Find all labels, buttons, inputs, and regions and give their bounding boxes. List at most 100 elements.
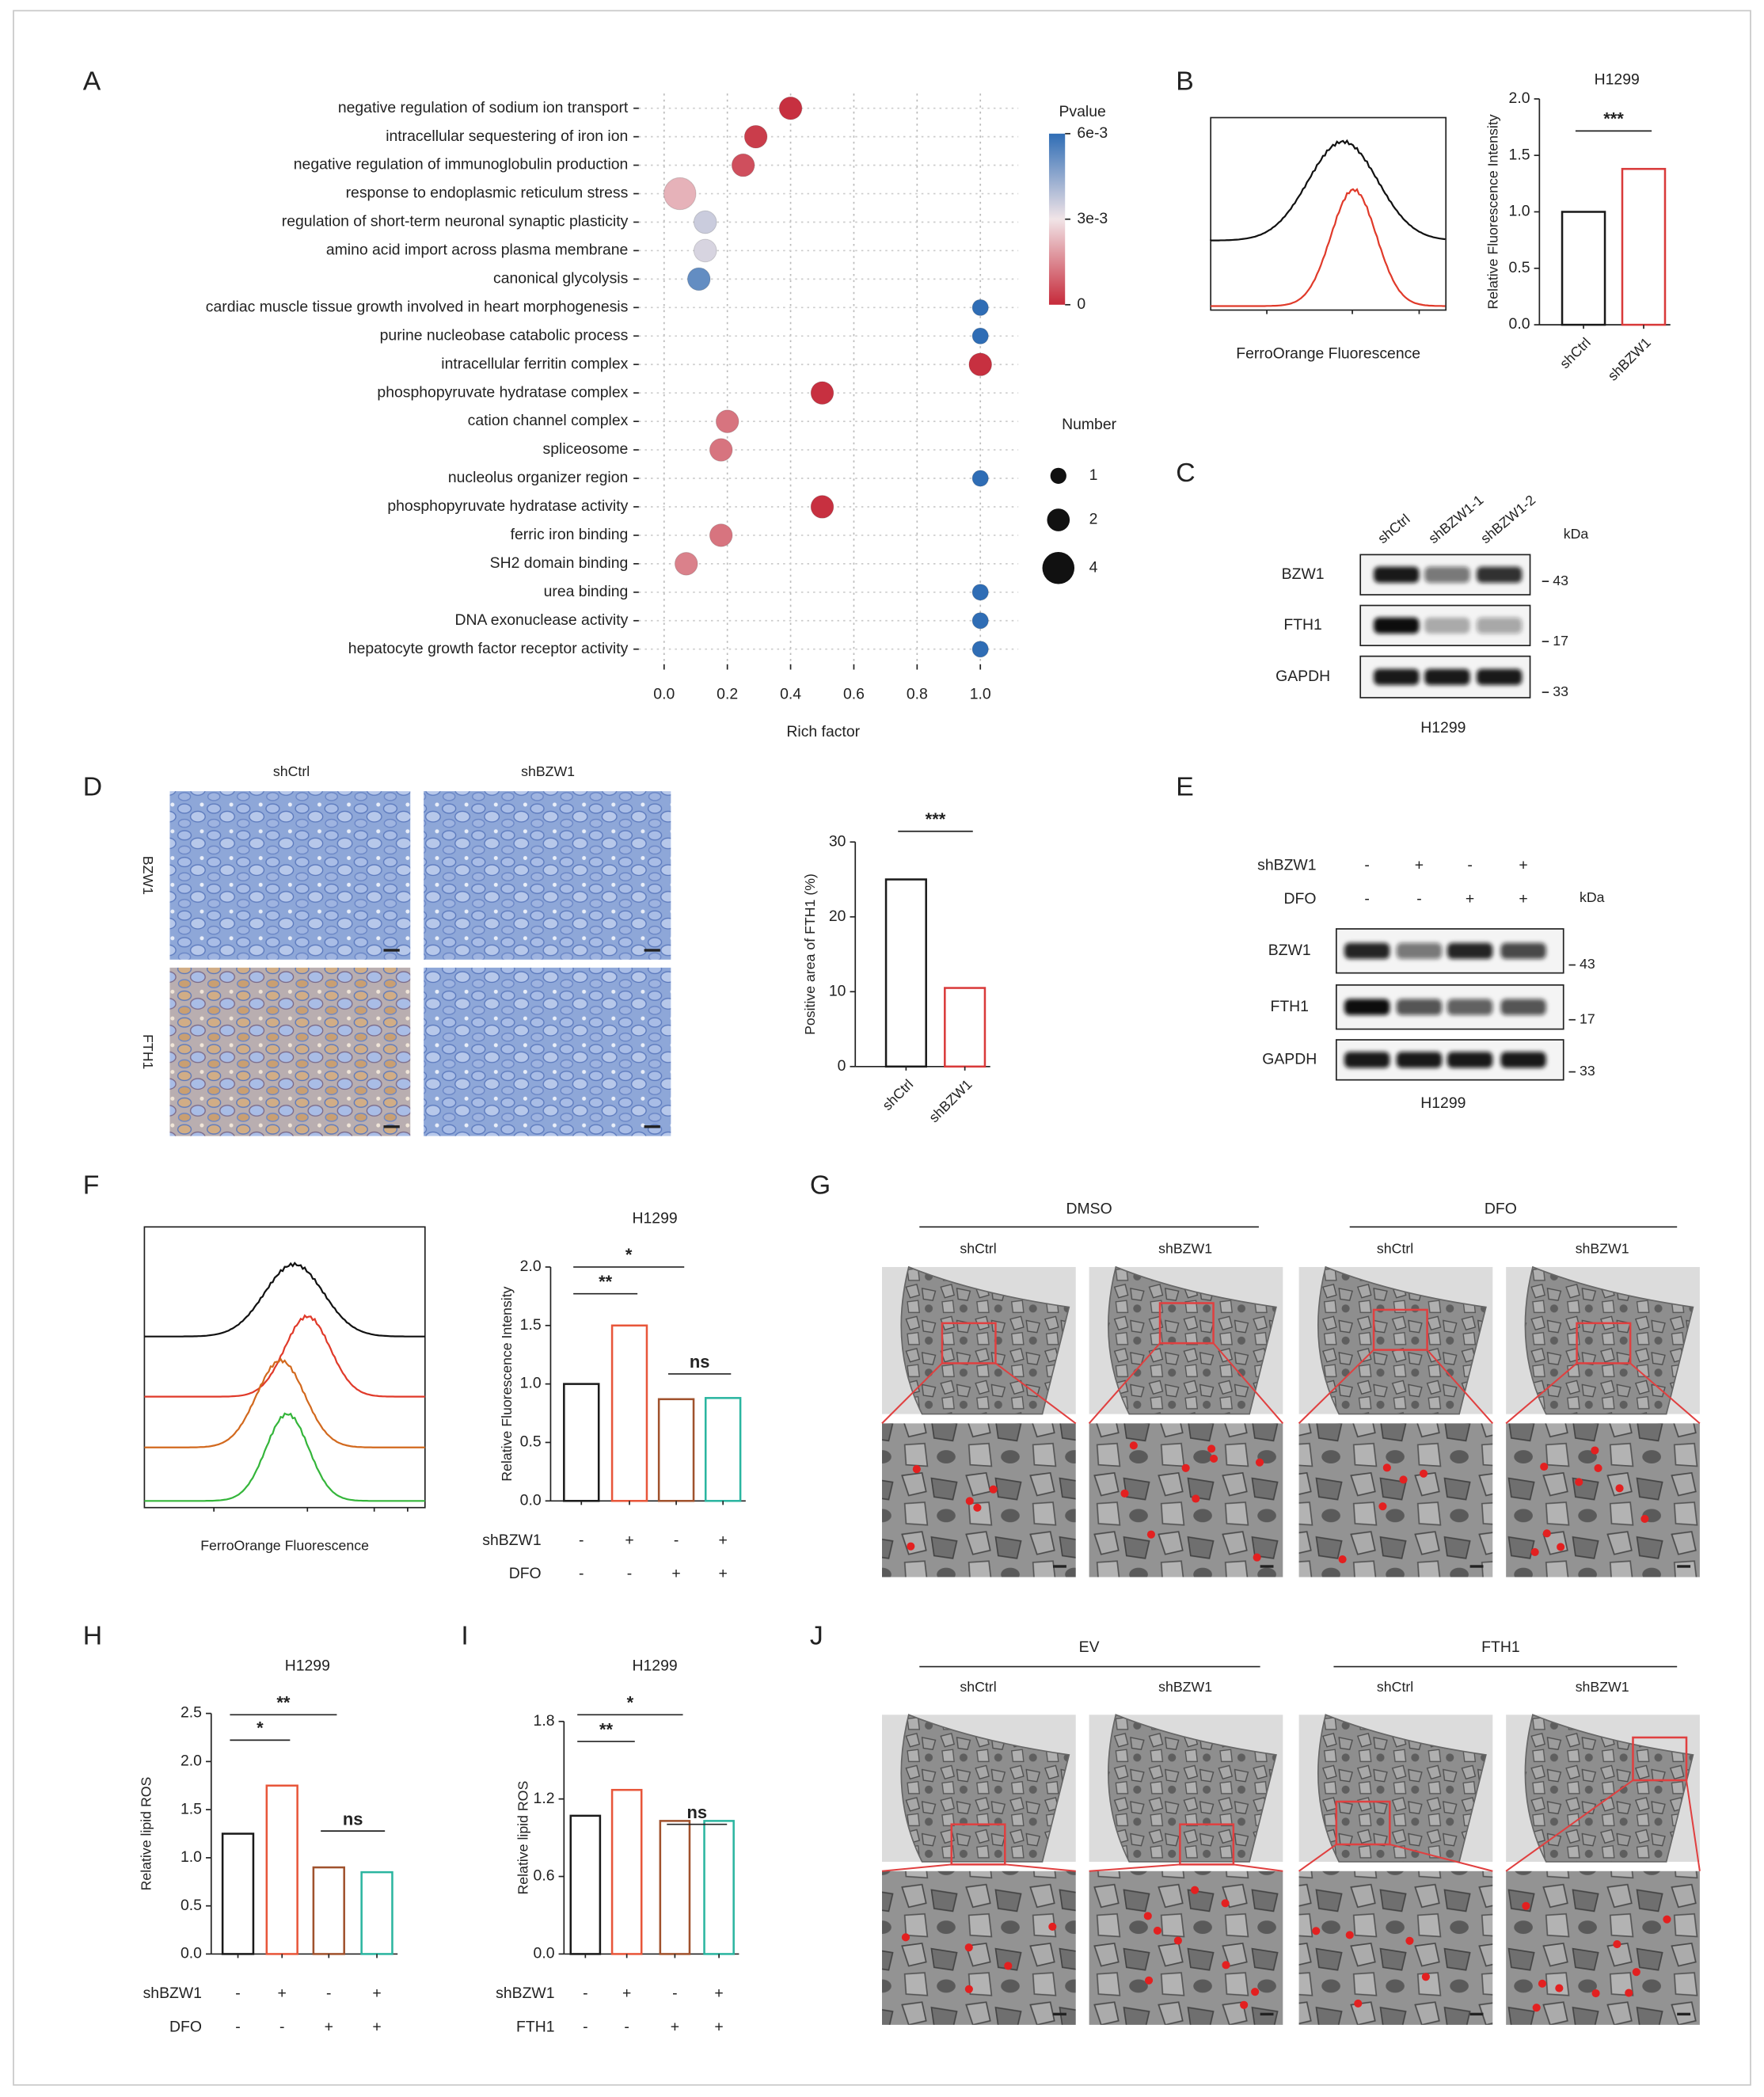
condition-label: DFO bbox=[1284, 890, 1317, 908]
condition-label: shBZW1 bbox=[496, 1985, 554, 2002]
mito-marker bbox=[1542, 1529, 1551, 1538]
colorbar bbox=[1048, 133, 1066, 305]
category-label: hepatocyte growth factor receptor activi… bbox=[348, 640, 629, 657]
bar bbox=[360, 1871, 393, 1955]
image-group-label: DFO bbox=[1485, 1200, 1517, 1217]
y-tick-label: 1.5 bbox=[1509, 146, 1530, 163]
blot-marker: 33 bbox=[1553, 683, 1568, 699]
size-legend-dot bbox=[1042, 552, 1075, 584]
dot bbox=[693, 210, 717, 234]
blot-lane-label: shCtrl bbox=[1374, 511, 1412, 546]
y-tick-label: 0 bbox=[838, 1057, 846, 1075]
flow-histogram bbox=[144, 1412, 425, 1502]
mito-marker bbox=[1399, 1475, 1408, 1484]
blot-marker: 43 bbox=[1553, 573, 1568, 588]
scale-bar bbox=[644, 949, 660, 952]
condition-sign: - bbox=[235, 1985, 240, 2002]
image-column-label: shBZW1 bbox=[1158, 1241, 1212, 1257]
dot bbox=[778, 96, 803, 120]
blot-row-label: GAPDH bbox=[1262, 1050, 1317, 1068]
panel-letter: E bbox=[1176, 772, 1194, 802]
condition-sign: + bbox=[1519, 857, 1527, 874]
condition-sign: + bbox=[718, 1532, 727, 1549]
size-legend-dot bbox=[1050, 467, 1066, 484]
y-tick-label: 30 bbox=[829, 832, 846, 850]
zoom-line bbox=[1505, 1779, 1634, 1872]
mito-marker bbox=[1532, 2004, 1541, 2012]
condition-sign: - bbox=[583, 1985, 587, 2002]
condition-sign: - bbox=[235, 2018, 240, 2035]
y-tick-label: 0.5 bbox=[181, 1897, 202, 1914]
y-tick-label: 0.0 bbox=[534, 1945, 555, 1962]
mito-marker bbox=[1378, 1502, 1387, 1511]
blot-row-label: FTH1 bbox=[1283, 616, 1321, 634]
mito-marker bbox=[1143, 1912, 1152, 1920]
panel-letter: B bbox=[1176, 67, 1194, 97]
blot-row-label: BZW1 bbox=[1282, 565, 1325, 583]
panel-letter: J bbox=[810, 1620, 823, 1650]
mito-marker bbox=[1591, 1989, 1600, 1998]
mito-marker bbox=[1181, 1463, 1190, 1472]
colorbar-label: 0 bbox=[1077, 295, 1085, 313]
y-tick-label: 2.0 bbox=[520, 1258, 542, 1275]
dot bbox=[971, 470, 989, 487]
bar bbox=[610, 1788, 643, 1955]
blot-marker: 33 bbox=[1580, 1063, 1595, 1079]
zoom-line bbox=[1685, 1779, 1701, 1871]
zoom-line bbox=[1298, 1349, 1374, 1425]
flow-histogram bbox=[144, 1262, 425, 1338]
mito-marker bbox=[1354, 1999, 1363, 2008]
mito-marker bbox=[1173, 1936, 1182, 1945]
tem-cell bbox=[1108, 1265, 1277, 1415]
zoom-box bbox=[1158, 1302, 1215, 1345]
flow-axis-title: FerroOrange Fluorescence bbox=[200, 1537, 369, 1553]
blot-marker: kDa bbox=[1580, 889, 1605, 905]
mito-marker bbox=[1613, 1940, 1621, 1949]
mito-marker bbox=[1120, 1489, 1129, 1498]
mito-marker bbox=[1210, 1454, 1218, 1463]
zoom-box bbox=[941, 1322, 997, 1364]
y-tick-label: 1.5 bbox=[181, 1800, 202, 1817]
y-tick-label: 0.0 bbox=[1509, 315, 1530, 333]
y-tick-label: 2.0 bbox=[1509, 89, 1530, 107]
blot-lane-label: shBZW1-1 bbox=[1425, 492, 1486, 546]
blot-row-label: FTH1 bbox=[1271, 998, 1309, 1015]
panel-letter: D bbox=[83, 772, 102, 802]
category-label: negative regulation of immunoglobulin pr… bbox=[294, 156, 629, 173]
panel-letter: G bbox=[810, 1170, 831, 1201]
panel-letter: A bbox=[83, 67, 101, 97]
image-column-label: shCtrl bbox=[960, 1679, 996, 1695]
flow-histogram bbox=[1210, 139, 1446, 242]
mito-marker bbox=[1221, 1899, 1230, 1908]
blot-band bbox=[1374, 566, 1420, 583]
category-label: nucleolus organizer region bbox=[448, 469, 628, 486]
blot-band bbox=[1424, 668, 1470, 685]
bar bbox=[563, 1383, 600, 1502]
colorbar-title: Pvalue bbox=[1059, 103, 1106, 120]
mito-marker bbox=[1312, 1927, 1321, 1935]
mito-marker bbox=[1048, 1922, 1057, 1931]
category-label: negative regulation of sodium ion transp… bbox=[338, 99, 629, 116]
panel-letter: C bbox=[1176, 458, 1195, 488]
mito-marker bbox=[1251, 1988, 1260, 1996]
mito-marker bbox=[1146, 1530, 1155, 1539]
x-tick-label: 0.8 bbox=[907, 686, 928, 703]
blot-band bbox=[1424, 617, 1470, 634]
tem-zoom bbox=[882, 1871, 1076, 2025]
flow-histogram bbox=[144, 1314, 425, 1398]
condition-sign: - bbox=[279, 2018, 284, 2035]
zoom-line bbox=[881, 1863, 952, 1872]
condition-sign: - bbox=[1467, 857, 1472, 874]
condition-sign: - bbox=[627, 1565, 632, 1582]
y-tick-label: 2.5 bbox=[181, 1704, 202, 1722]
zoom-line bbox=[1298, 1844, 1337, 1872]
mito-marker bbox=[1615, 1484, 1624, 1493]
dot bbox=[810, 381, 834, 405]
y-tick-label: 1.0 bbox=[520, 1375, 542, 1392]
zoom-box bbox=[1632, 1736, 1688, 1782]
dot bbox=[968, 352, 993, 377]
chart-title: H1299 bbox=[633, 1657, 678, 1675]
bar bbox=[312, 1866, 345, 1955]
y-axis-title: Relative Fluorescence Intensity bbox=[1485, 114, 1501, 309]
image-column-label: shBZW1 bbox=[1576, 1241, 1629, 1257]
